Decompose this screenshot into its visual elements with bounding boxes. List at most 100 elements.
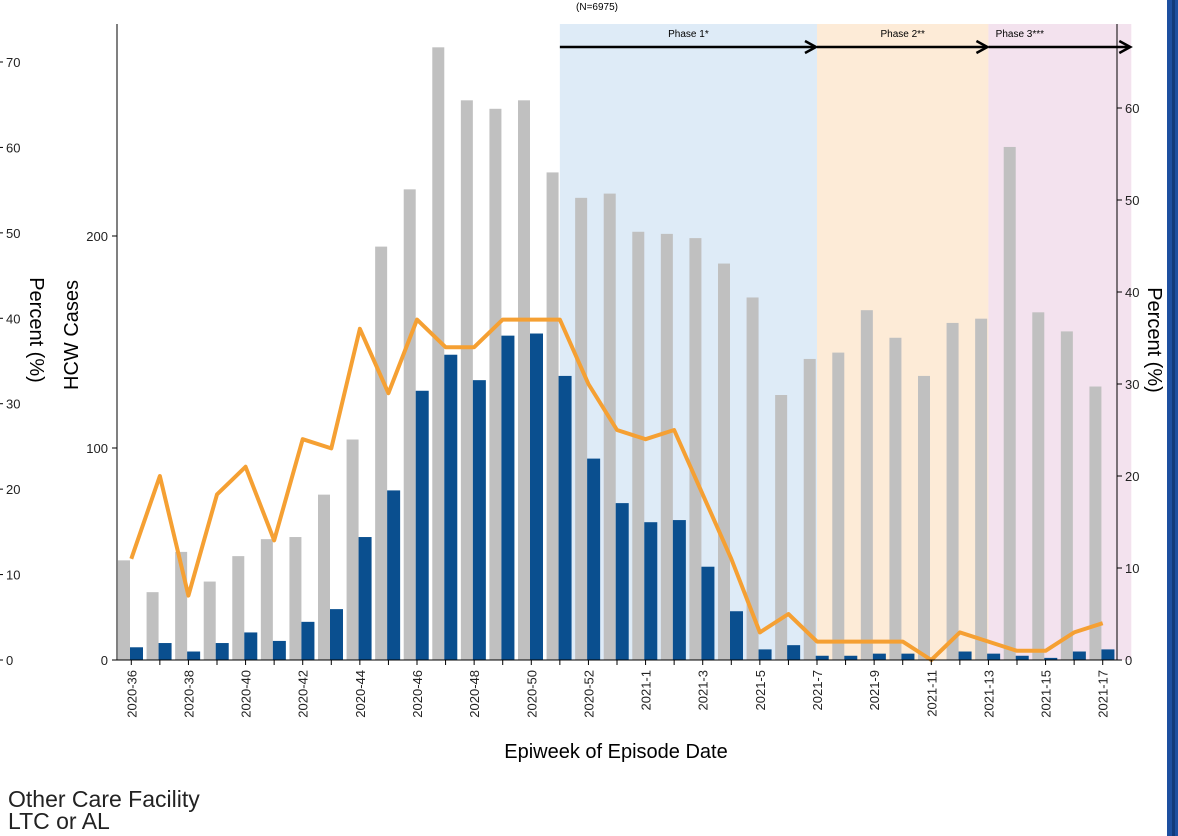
phase-label-1: Phase 1* (668, 29, 709, 40)
bar-ltc-2020-42 (301, 621, 315, 660)
bar-ltc-2020-39 (215, 643, 229, 660)
bar-ltc-2021-9 (872, 653, 886, 660)
bar-other-care-2021-9 (860, 310, 873, 660)
bar-other-care-2021-6 (775, 395, 788, 660)
bar-ltc-2020-49 (501, 335, 515, 660)
phase-arrowhead-1 (804, 39, 819, 55)
bar-ltc-2020-41 (272, 640, 286, 660)
x-tick-label-2021-5: 2021-5 (753, 670, 768, 710)
right-tick-label-60: 60 (1125, 101, 1139, 116)
x-tick-label-2021-1: 2021-1 (639, 670, 654, 710)
bar-ltc-2021-7 (815, 655, 829, 660)
x-tick-label-2021-3: 2021-3 (696, 670, 711, 710)
bar-other-care-2021-2 (660, 233, 673, 660)
bar-ltc-2021-2 (672, 520, 686, 660)
bar-other-care-2020-42 (289, 537, 302, 660)
bar-other-care-2021-5 (746, 297, 759, 660)
x-tick-label-2020-52: 2020-52 (581, 670, 596, 718)
x-tick-label-2020-36: 2020-36 (124, 670, 139, 718)
y-axis-right-title: Percent (%) (1143, 287, 1165, 393)
bar-ltc-2020-53 (615, 503, 629, 660)
bar-ltc-2021-14 (1015, 655, 1029, 660)
bar-ltc-2020-52 (587, 458, 601, 660)
bar-ltc-2021-8 (844, 655, 858, 660)
bar-ltc-2020-46 (415, 390, 429, 660)
x-tick-label-2021-13: 2021-13 (981, 670, 996, 718)
bar-ltc-2020-37 (158, 643, 172, 660)
phase-label-3: Phase 3*** (996, 29, 1044, 40)
phase-arrowhead-3 (1118, 39, 1133, 55)
bar-other-care-2020-45 (375, 246, 388, 660)
x-tick-label-2020-50: 2020-50 (524, 670, 539, 718)
bar-ltc-2020-47 (444, 354, 458, 660)
bar-ltc-2021-12 (958, 651, 972, 660)
outer-left-tick-label-60: 60 (6, 140, 20, 155)
percent-line-path (129, 317, 1104, 662)
chart-subtitle: (N=6975) (576, 2, 618, 13)
x-tick-label-2021-7: 2021-7 (810, 670, 825, 710)
y-axis-left-title: HCW Cases (61, 280, 83, 390)
outer-left-percent-title: Percent (%) (25, 277, 47, 383)
legend-other-care-facility: Other Care Facility (8, 786, 200, 812)
ticks: 0 100 200 0 10 20 30 40 50 60 0 10 20 30 40 50 60 70 2020-… (0, 55, 1139, 718)
x-tick-label-2021-9: 2021-9 (867, 670, 882, 710)
bar-other-care-2020-52 (575, 197, 588, 660)
bar-ltc-2020-50 (530, 333, 543, 660)
x-tick-label-2020-38: 2020-38 (181, 670, 196, 718)
phase-band-1 (559, 24, 817, 660)
bar-other-care-2021-1 (632, 231, 645, 660)
bar-other-care-2021-11 (918, 375, 930, 660)
bar-other-care-2021-15 (1032, 312, 1045, 660)
bar-ltc-2021-17 (1101, 649, 1115, 660)
bar-other-care-2020-37 (146, 592, 159, 660)
bar-ltc-2021-4 (730, 611, 743, 660)
bar-other-care-2021-4 (718, 263, 730, 660)
bar-other-care-2020-47 (432, 47, 445, 660)
x-tick-label-2020-44: 2020-44 (353, 670, 368, 718)
bar-other-care-2020-44 (346, 439, 359, 660)
bar-ltc-2021-1 (644, 522, 658, 660)
right-tick-label-0: 0 (1125, 653, 1132, 668)
bar-other-care-2020-51 (546, 172, 559, 660)
outer-left-tick-label-40: 40 (6, 311, 20, 326)
right-tick-label-50: 50 (1125, 193, 1139, 208)
bar-other-care-2020-43 (318, 494, 330, 660)
bar-other-care-2021-12 (946, 322, 959, 660)
bar-other-care-2021-10 (889, 337, 902, 660)
phase-arrowhead-2 (975, 39, 991, 55)
phase-label-2: Phase 2** (880, 29, 925, 40)
bar-other-care-2021-17 (1089, 386, 1102, 660)
bar-other-care-2020-53 (603, 193, 616, 660)
x-tick-label-2021-17: 2021-17 (1096, 670, 1111, 718)
left-tick-label-100: 100 (86, 441, 108, 456)
bar-ltc-2021-16 (1072, 651, 1086, 660)
bar-ltc-2021-6 (787, 645, 801, 660)
bar-ltc-2020-38 (187, 651, 201, 660)
bar-other-care-2021-14 (1003, 146, 1016, 660)
bar-ltc-2021-10 (901, 653, 915, 660)
bar-ltc-2020-48 (472, 380, 486, 660)
bar-other-care-2021-16 (1060, 331, 1073, 660)
right-tick-label-10: 10 (1125, 561, 1139, 576)
left-tick-label-200: 200 (86, 229, 108, 244)
phase-band-2 (817, 24, 989, 660)
bar-other-care-2021-3 (689, 238, 702, 660)
right-frame-border-inner (1172, 0, 1175, 836)
bar-other-care-2020-48 (460, 100, 473, 660)
bar-ltc-2020-51 (558, 375, 572, 660)
outer-left-tick-label-0: 0 (6, 653, 13, 668)
outer-left-tick-label-30: 30 (6, 397, 20, 412)
right-tick-label-30: 30 (1125, 377, 1139, 392)
right-tick-label-20: 20 (1125, 469, 1139, 484)
bar-other-care-2020-40 (232, 556, 245, 660)
x-tick-label-2020-48: 2020-48 (467, 670, 482, 718)
bar-ltc-2021-15 (1044, 657, 1058, 660)
bar-ltc-2020-44 (358, 537, 372, 660)
bar-ltc-2021-13 (987, 653, 1001, 660)
bar-ltc-2020-45 (387, 490, 401, 660)
x-axis-title: Epiweek of Episode Date (504, 741, 727, 763)
bar-other-care-2020-49 (489, 108, 502, 661)
bar-ltc-2020-36 (130, 647, 143, 660)
x-tick-label-2021-15: 2021-15 (1039, 670, 1054, 718)
